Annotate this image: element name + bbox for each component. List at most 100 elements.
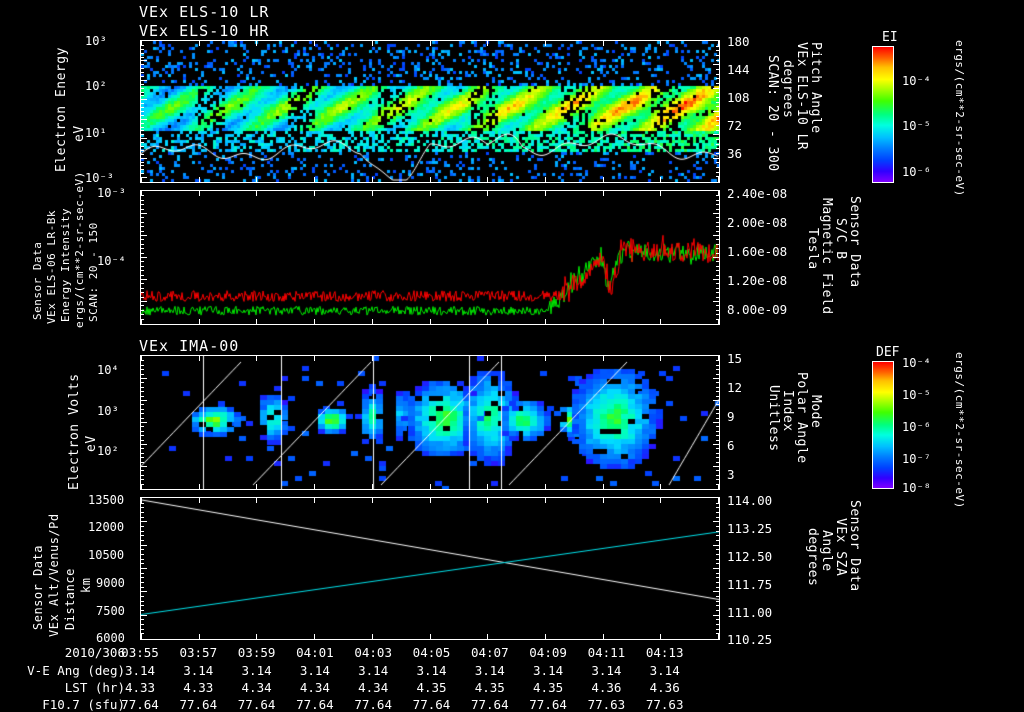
bottom-cell-0-1: 03:57 xyxy=(179,645,218,660)
panel3-cbtick-2: 10⁻⁶ xyxy=(902,420,931,434)
bottom-cell-1-7: 3.14 xyxy=(533,663,564,678)
panel4-ytick-1: 12000 xyxy=(88,520,125,534)
panel4-ytick-3: 9000 xyxy=(96,576,125,590)
panel2-ytick-0: 10⁻³ xyxy=(97,186,126,200)
panel1-rtick-3: 72 xyxy=(727,118,743,133)
panel1-rtick-1: 144 xyxy=(727,62,750,77)
panel3-title: VEx IMA-00 xyxy=(139,337,240,355)
panel3-rtick-4: 3 xyxy=(727,467,735,482)
panel3-cbtick-4: 10⁻⁸ xyxy=(902,481,931,495)
bottom-cell-2-8: 4.36 xyxy=(591,680,622,695)
bottom-cell-3-8: 77.63 xyxy=(587,697,626,712)
panel4-ytick-0: 13500 xyxy=(88,493,125,507)
bottom-cell-3-9: 77.63 xyxy=(645,697,684,712)
bottom-cell-2-6: 4.35 xyxy=(474,680,505,695)
panel1-rtick-0: 180 xyxy=(727,34,750,49)
bottom-cell-2-2: 4.34 xyxy=(241,680,272,695)
panel1-right-label-2: degrees xyxy=(780,60,795,119)
bottom-cell-1-6: 3.14 xyxy=(474,663,505,678)
panel1-cbtick-2: 10⁻⁶ xyxy=(902,165,931,179)
panel2-ytick-1: 10⁻⁴ xyxy=(97,254,126,268)
panel1-colorbar-units: ergs/(cm**2-sr-sec-eV) xyxy=(953,40,966,197)
panel1-y-axis-label: Electron Energy xyxy=(54,47,69,172)
panel4-plot-area[interactable] xyxy=(140,497,720,640)
panel4-rtick-3: 111.75 xyxy=(727,577,773,592)
bottom-cell-3-5: 77.64 xyxy=(412,697,451,712)
panel4-ytick-5: 6000 xyxy=(96,631,125,645)
panel4-ytick-2: 10500 xyxy=(88,548,125,562)
bottom-cell-1-1: 3.14 xyxy=(183,663,214,678)
panel2-right-label-0: Sensor Data xyxy=(847,196,862,288)
bottom-cell-2-0: 4.33 xyxy=(124,680,156,695)
bottom-cell-0-8: 04:11 xyxy=(587,645,626,660)
panel2-rtick-0: 2.40e-08 xyxy=(727,186,788,201)
panel4-rtick-4: 111.00 xyxy=(727,605,773,620)
panel4-right-label-1: VEx SZA xyxy=(833,518,848,577)
panel1-cbtick-0: 10⁻⁴ xyxy=(902,74,931,88)
bottom-cell-2-7: 4.35 xyxy=(533,680,564,695)
bottom-cell-0-6: 04:07 xyxy=(470,645,509,660)
bottom-cell-1-4: 3.14 xyxy=(358,663,389,678)
panel1-ytick-1: 10² xyxy=(85,79,107,93)
panel3-cbtick-3: 10⁻⁷ xyxy=(902,452,931,466)
bottom-row-label-0: 2010/306 xyxy=(64,645,125,660)
panel1-ytick-2: 10¹ xyxy=(85,126,107,140)
bottom-cell-1-0: 3.14 xyxy=(124,663,156,678)
panel1-ytick-3: 10⁻³ xyxy=(85,171,114,185)
panel1-right-label-3: SCAN: 20 - 300 xyxy=(765,55,780,172)
panel3-right-label-2: Index xyxy=(780,390,795,432)
bottom-cell-0-3: 04:01 xyxy=(296,645,334,660)
panel1-title-hr: VEx ELS-10 HR xyxy=(139,22,270,40)
panel2-right-label-1: S/C B xyxy=(833,218,848,260)
panel3-plot-area[interactable] xyxy=(140,355,720,490)
panel2-right-label-3: Tesla xyxy=(805,228,820,270)
bottom-cell-2-4: 4.34 xyxy=(358,680,389,695)
panel2-rtick-4: 8.00e-09 xyxy=(727,302,788,317)
bottom-cell-3-0: 77.64 xyxy=(121,697,159,712)
panel4-rtick-0: 114.00 xyxy=(727,493,773,508)
panel4-right-label-3: degrees xyxy=(805,528,820,587)
panel4-rtick-2: 112.50 xyxy=(727,549,773,564)
bottom-cell-1-3: 3.14 xyxy=(299,663,330,678)
bottom-row-label-1: V-E Ang (deg) xyxy=(27,663,125,678)
bottom-cell-3-4: 77.64 xyxy=(354,697,392,712)
bottom-cell-1-2: 3.14 xyxy=(241,663,272,678)
bottom-row-label-3: F10.7 (sfu) xyxy=(42,697,125,712)
bottom-cell-2-9: 4.36 xyxy=(649,680,680,695)
panel4-right-label-2: Angle xyxy=(819,530,834,572)
bottom-cell-1-9: 3.14 xyxy=(649,663,680,678)
panel1-ytick-0: 10³ xyxy=(85,34,107,48)
panel3-rtick-2: 9 xyxy=(727,409,735,424)
bottom-cell-0-4: 04:03 xyxy=(354,645,392,660)
bottom-cell-0-5: 04:05 xyxy=(412,645,451,660)
bottom-cell-0-9: 04:13 xyxy=(645,645,684,660)
panel2-rtick-1: 2.00e-08 xyxy=(727,215,788,230)
panel1-plot-area[interactable] xyxy=(140,40,720,183)
bottom-cell-3-6: 77.64 xyxy=(470,697,509,712)
bottom-cell-2-1: 4.33 xyxy=(183,680,214,695)
panel2-rtick-2: 1.60e-08 xyxy=(727,244,788,259)
panel1-colorbar xyxy=(872,46,894,183)
panel4-right-label-0: Sensor Data xyxy=(847,500,862,592)
panel3-right-label-3: Unitless xyxy=(766,385,781,452)
panel3-cbtick-0: 10⁻⁴ xyxy=(902,356,931,370)
panel3-cbtick-1: 10⁻⁵ xyxy=(902,388,931,402)
panel1-colorbar-title: EI xyxy=(882,30,898,45)
panel1-title-lr: VEx ELS-10 LR xyxy=(139,3,270,21)
panel2-plot-area[interactable] xyxy=(140,190,720,325)
bottom-cell-3-1: 77.64 xyxy=(179,697,218,712)
panel3-ytick-2: 10² xyxy=(97,444,119,458)
panel3-right-label-1: Polar Angle xyxy=(794,372,809,464)
panel1-rtick-2: 108 xyxy=(727,90,750,105)
panel1-right-label-1: VEx ELS-10 LR xyxy=(794,42,809,151)
bottom-cell-0-2: 03:59 xyxy=(237,645,276,660)
bottom-row-label-2: LST (hr) xyxy=(64,680,125,695)
panel3-rtick-3: 6 xyxy=(727,438,735,453)
panel1-rtick-4: 36 xyxy=(727,146,743,161)
bottom-cell-2-3: 4.34 xyxy=(299,680,330,695)
bottom-cell-1-8: 3.14 xyxy=(591,663,622,678)
bottom-cell-0-7: 04:09 xyxy=(529,645,567,660)
panel2-right-label-2: Magnetic Field xyxy=(819,198,834,315)
panel3-rtick-0: 15 xyxy=(727,351,743,366)
panel1-right-label-0: Pitch Angle xyxy=(808,42,823,134)
